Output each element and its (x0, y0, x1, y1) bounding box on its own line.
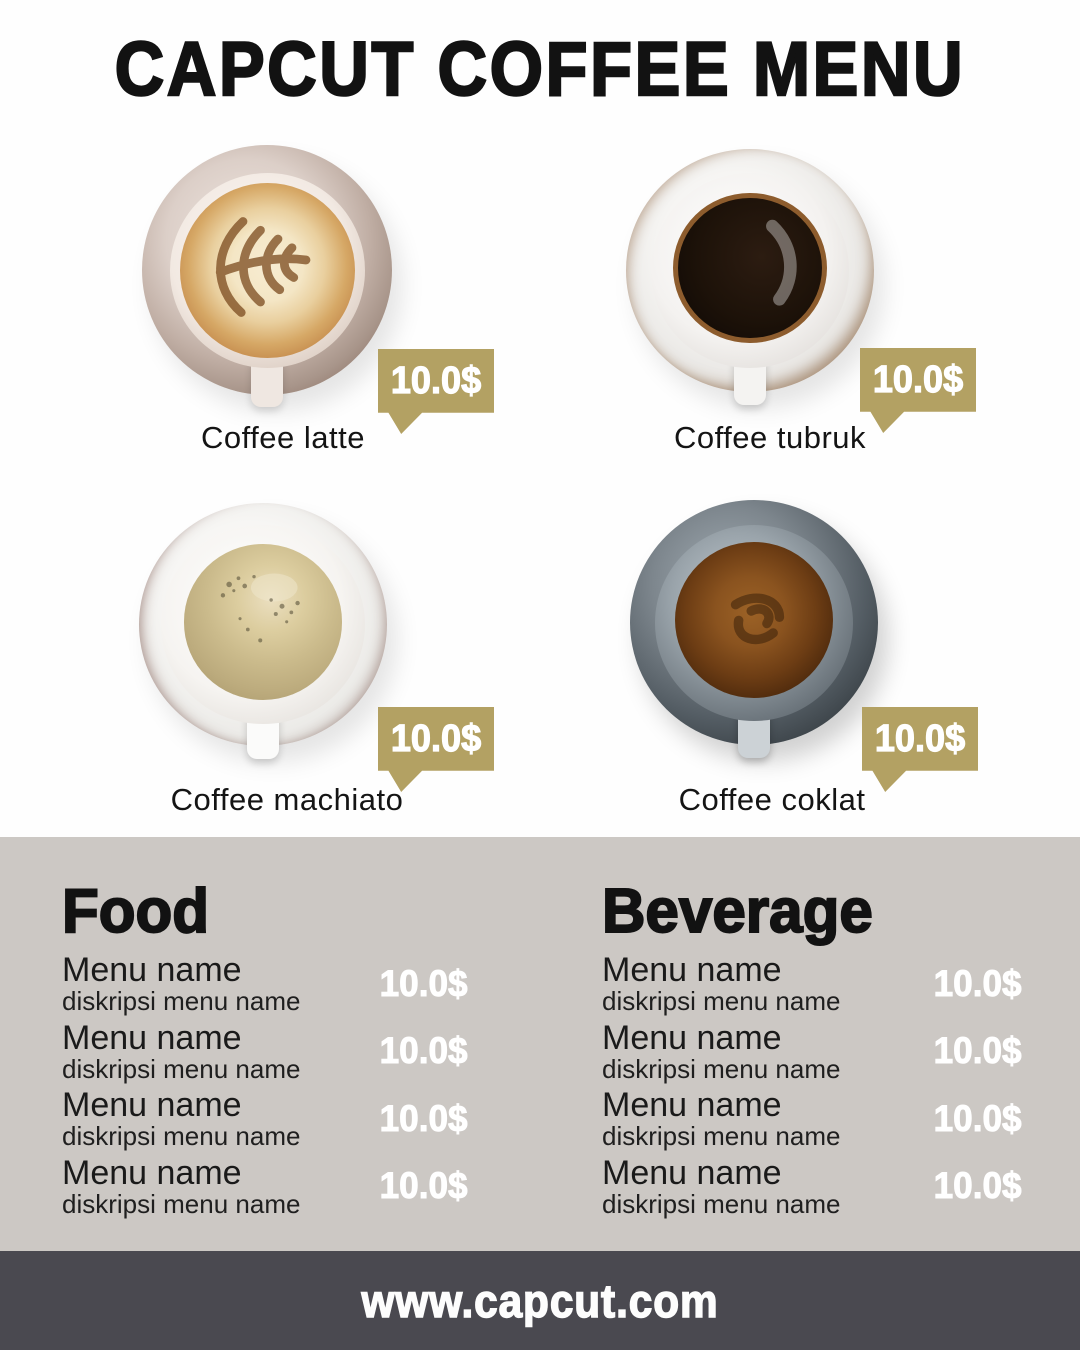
tubruk-highlight (766, 219, 797, 306)
menu-item-name: Menu name (62, 1086, 242, 1125)
menu-item-description: diskripsi menu name (602, 986, 841, 1017)
menu-item-price: 10.0$ (380, 1097, 469, 1139)
beverage-column: Beverage Menu name diskripsi menu name 1… (601, 877, 1023, 1223)
menu-item: Menu name diskripsi menu name 10.0$ (602, 1088, 1022, 1150)
price-value: 10.0$ (872, 358, 964, 401)
menu-item-price: 10.0$ (380, 1030, 469, 1072)
product-name-coklat: Coffee coklat (678, 782, 866, 817)
menu-item-description: diskripsi menu name (602, 1188, 841, 1219)
coffee-tubruk-photo (626, 149, 874, 406)
beverage-heading: Beverage (601, 877, 874, 946)
coklat-coffee (674, 541, 834, 699)
menu-item: Menu name diskripsi menu name 10.0$ (62, 1153, 469, 1219)
menu-item-description: diskripsi menu name (62, 1053, 301, 1084)
food-heading: Food (61, 877, 210, 946)
menu-item-price: 10.0$ (934, 962, 1023, 1004)
latte-crema (179, 182, 355, 358)
menu-item-name: Menu name (62, 951, 242, 989)
menu-section: Food Menu name diskripsi menu name 10.0$… (0, 837, 1080, 1251)
menu-item-description: diskripsi menu name (62, 1121, 301, 1152)
menu-item-price: 10.0$ (934, 1030, 1023, 1072)
product-name-tubruk: Coffee tubruk (673, 420, 867, 455)
menu-item-price: 10.0$ (380, 962, 469, 1004)
machiato-foam (183, 544, 343, 700)
price-tag-tubruk: 10.0$ (860, 348, 976, 433)
menu-item-price: 10.0$ (934, 1097, 1023, 1139)
price-value: 10.0$ (390, 717, 482, 760)
machiato-speckles (220, 573, 300, 643)
product-name-machiato: Coffee machiato (170, 782, 404, 817)
menu-item-description: diskripsi menu name (602, 1121, 841, 1152)
price-tag-machiato: 10.0$ (378, 707, 494, 792)
menu-item-name: Menu name (602, 1153, 782, 1192)
menu-item-name: Menu name (602, 1018, 782, 1057)
food-column: Food Menu name diskripsi menu name 10.0$… (61, 877, 469, 1223)
menu-item: Menu name diskripsi menu name 10.0$ (62, 951, 469, 1017)
menu-item: Menu name diskripsi menu name 10.0$ (62, 1018, 469, 1084)
menu-item-description: diskripsi menu name (602, 1053, 841, 1084)
website-url: www.capcut.com (361, 1274, 719, 1328)
menu-item-description: diskripsi menu name (62, 1188, 301, 1219)
menu-item: Menu name diskripsi menu name 10.0$ (602, 1153, 1023, 1219)
footer: www.capcut.com (0, 1251, 1080, 1350)
poster-title: CAPCUT COFFEE MENU (114, 26, 966, 114)
coffee-coklat-photo (630, 500, 878, 758)
tubruk-coffee (673, 192, 827, 344)
menu-item-description: diskripsi menu name (62, 986, 301, 1017)
price-value: 10.0$ (390, 359, 482, 402)
price-tag-coklat: 10.0$ (862, 707, 978, 792)
latte-art (215, 216, 310, 317)
menu-item-price: 10.0$ (380, 1165, 469, 1207)
coffee-latte-photo (142, 145, 392, 407)
menu-item-name: Menu name (62, 1153, 242, 1192)
menu-item-price: 10.0$ (934, 1165, 1023, 1207)
menu-item-name: Menu name (602, 1086, 782, 1125)
menu-item: Menu name diskripsi menu name 10.0$ (62, 1088, 468, 1150)
menu-item-name: Menu name (602, 951, 782, 989)
coffee-machiato-photo (139, 503, 387, 760)
menu-item: Menu name diskripsi menu name 10.0$ (602, 951, 1023, 1017)
price-tag-latte: 10.0$ (378, 349, 494, 434)
menu-item: Menu name diskripsi menu name 10.0$ (602, 1018, 1023, 1084)
coklat-swirl (730, 593, 784, 644)
price-value: 10.0$ (874, 717, 966, 760)
menu-item-name: Menu name (62, 1018, 242, 1057)
product-name-latte: Coffee latte (201, 420, 365, 455)
